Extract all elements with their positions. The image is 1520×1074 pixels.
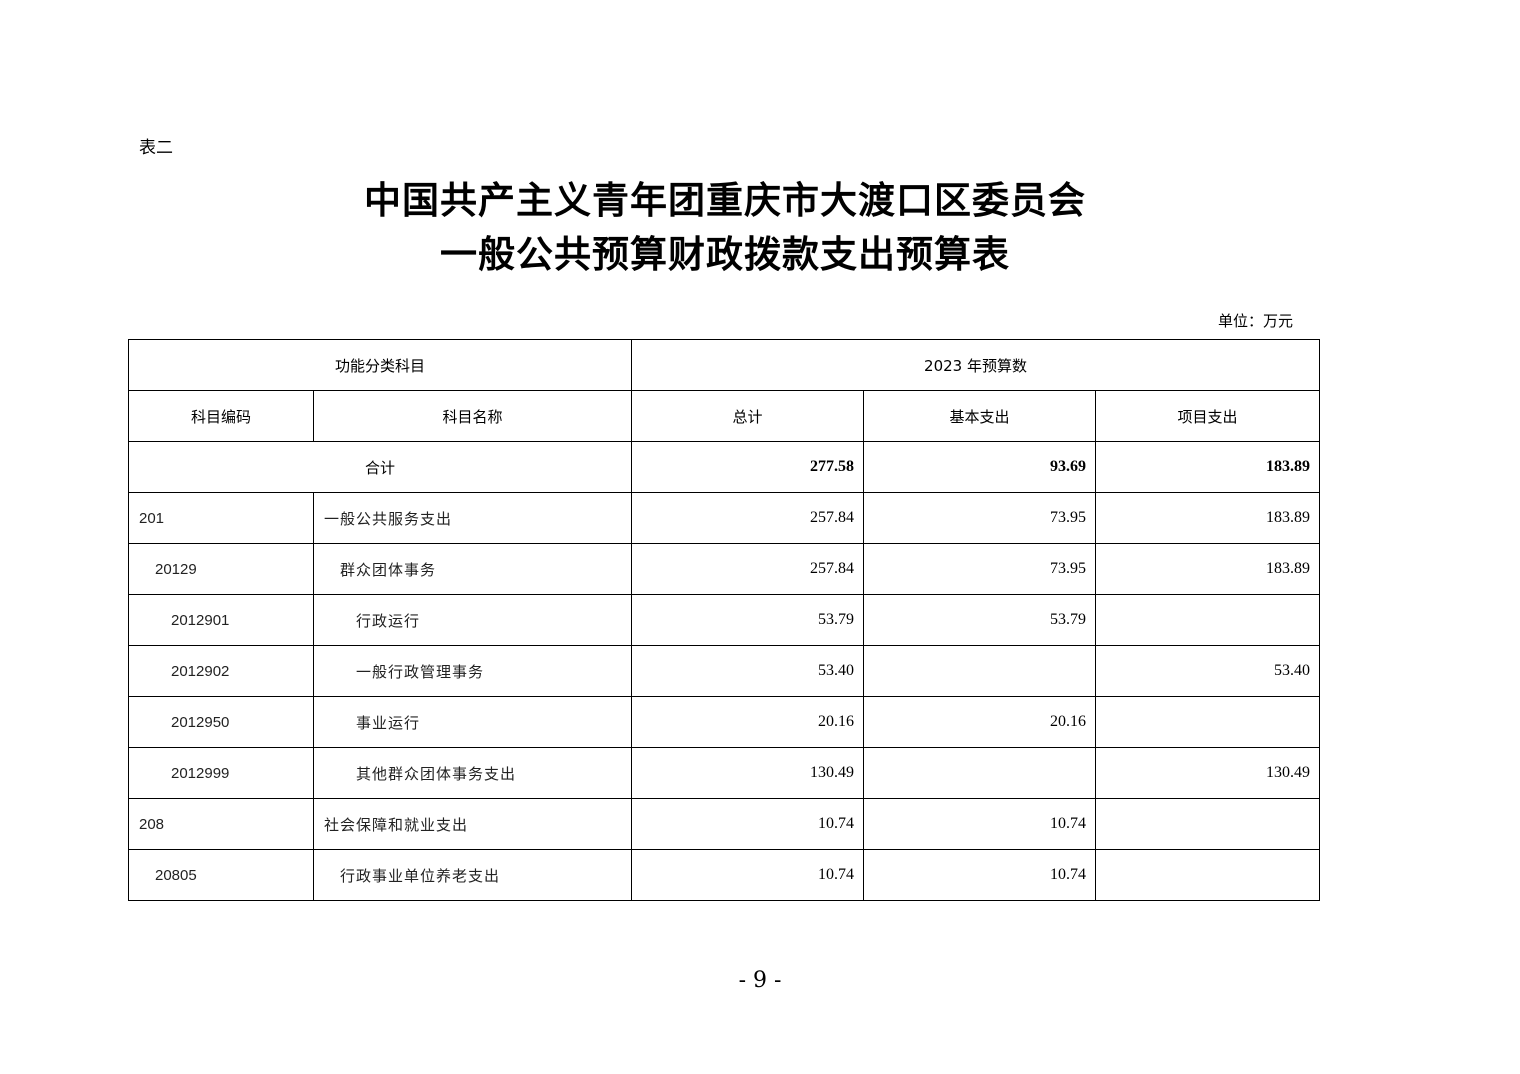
table-row: 201 一般公共服务支出 257.84 73.95 183.89 (128, 492, 1321, 544)
row-code: 20805 (128, 849, 314, 901)
table-row: 20129 群众团体事务 257.84 73.95 183.89 (128, 543, 1321, 595)
budget-table: 功能分类科目 2023 年预算数 科目编码 科目名称 总计 基本支出 项目支出 … (127, 339, 1321, 901)
row-name: 一般公共服务支出 (312, 492, 633, 544)
table-row: 2012950 事业运行 20.16 20.16 (128, 696, 1321, 748)
row-name: 行政事业单位养老支出 (312, 849, 633, 901)
header-total: 总计 (631, 390, 865, 442)
row-basic: 10.74 (863, 798, 1097, 850)
row-code: 20129 (128, 543, 314, 595)
total-basic: 93.69 (863, 441, 1097, 493)
row-name: 群众团体事务 (312, 543, 633, 595)
page-number: - 9 - (738, 968, 782, 993)
row-code: 2012950 (128, 696, 314, 748)
table-row: 2012902 一般行政管理事务 53.40 53.40 (128, 645, 1321, 697)
row-total: 53.40 (631, 645, 865, 697)
total-total: 277.58 (631, 441, 865, 493)
header-function-category: 功能分类科目 (127, 339, 633, 391)
row-name: 其他群众团体事务支出 (312, 747, 633, 799)
row-code: 208 (128, 798, 314, 850)
row-project (1095, 798, 1321, 850)
row-basic: 10.74 (863, 849, 1097, 901)
row-basic: 73.95 (863, 543, 1097, 595)
title-line-1: 中国共产主义青年团重庆市大渡口区委员会 (364, 178, 1086, 222)
row-total: 10.74 (631, 849, 865, 901)
header-name: 科目名称 (312, 390, 633, 442)
header-project: 项目支出 (1095, 390, 1321, 442)
header-basic: 基本支出 (863, 390, 1097, 442)
row-total: 10.74 (631, 798, 865, 850)
header-column-row: 科目编码 科目名称 总计 基本支出 项目支出 (128, 390, 1321, 442)
total-project: 183.89 (1095, 441, 1321, 493)
row-project: 183.89 (1095, 543, 1321, 595)
row-name: 一般行政管理事务 (312, 645, 633, 697)
row-basic: 20.16 (863, 696, 1097, 748)
row-basic: 73.95 (863, 492, 1097, 544)
row-project (1095, 696, 1321, 748)
row-name: 社会保障和就业支出 (312, 798, 633, 850)
row-total: 257.84 (631, 492, 865, 544)
row-total: 53.79 (631, 594, 865, 646)
row-code: 2012999 (128, 747, 314, 799)
table-row: 2012999 其他群众团体事务支出 130.49 130.49 (128, 747, 1321, 799)
header-code: 科目编码 (128, 390, 314, 442)
row-code: 2012902 (128, 645, 314, 697)
row-basic (863, 747, 1097, 799)
row-project: 53.40 (1095, 645, 1321, 697)
table-row: 2012901 行政运行 53.79 53.79 (128, 594, 1321, 646)
title-line-2: 一般公共预算财政拨款支出预算表 (440, 232, 1010, 276)
total-label: 合计 (127, 441, 633, 493)
table-row: 208 社会保障和就业支出 10.74 10.74 (128, 798, 1321, 850)
row-code: 2012901 (128, 594, 314, 646)
table-label: 表二 (139, 138, 173, 158)
row-total: 130.49 (631, 747, 865, 799)
row-project: 130.49 (1095, 747, 1321, 799)
row-name: 行政运行 (312, 594, 633, 646)
row-code: 201 (128, 492, 314, 544)
header-group-row: 功能分类科目 2023 年预算数 (127, 339, 1321, 391)
row-total: 20.16 (631, 696, 865, 748)
row-project: 183.89 (1095, 492, 1321, 544)
row-total: 257.84 (631, 543, 865, 595)
row-basic: 53.79 (863, 594, 1097, 646)
row-name: 事业运行 (312, 696, 633, 748)
unit-label: 单位：万元 (1218, 312, 1294, 330)
row-basic (863, 645, 1097, 697)
header-budget-year: 2023 年预算数 (631, 339, 1321, 391)
row-project (1095, 594, 1321, 646)
row-project (1095, 849, 1321, 901)
total-row: 合计 277.58 93.69 183.89 (127, 441, 1321, 493)
table-row: 20805 行政事业单位养老支出 10.74 10.74 (128, 849, 1321, 901)
